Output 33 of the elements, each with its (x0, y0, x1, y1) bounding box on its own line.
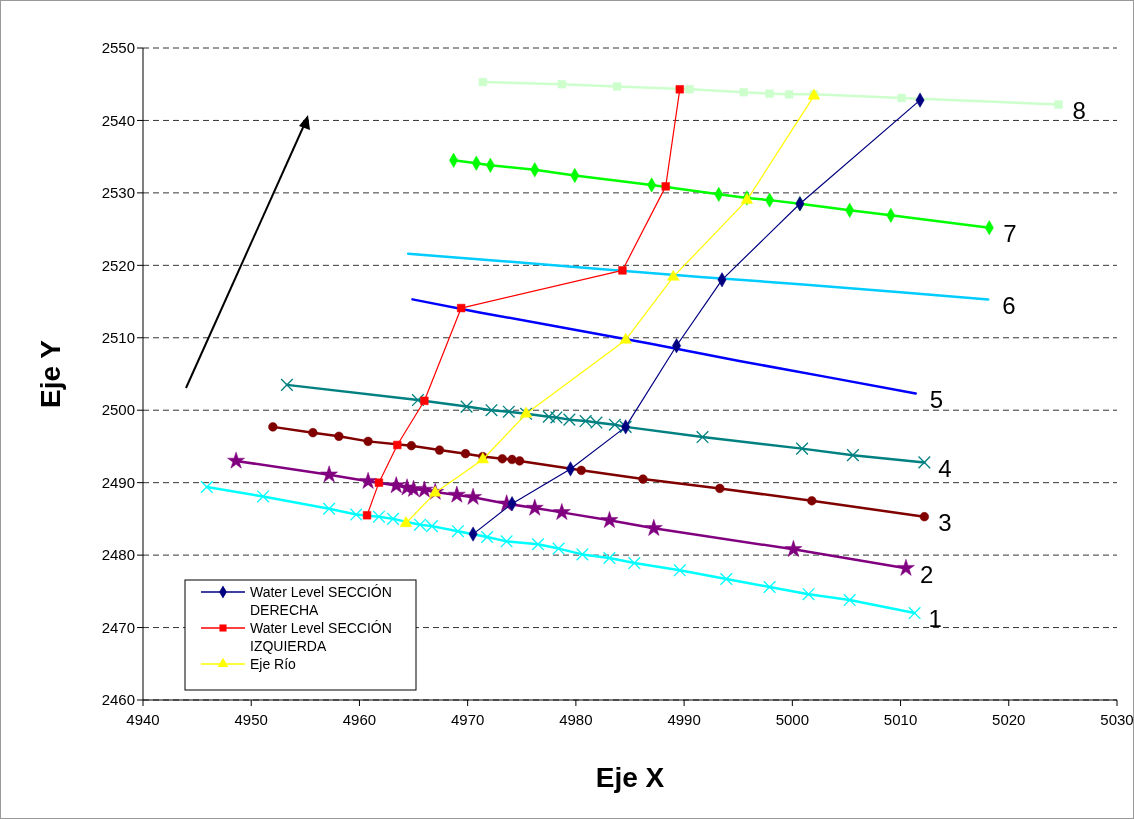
y-tick-label: 2500 (101, 401, 135, 419)
series-label: 2 (919, 560, 934, 588)
series-label: 8 (1072, 96, 1086, 124)
x-tick-label: 5010 (883, 711, 918, 728)
series-label: 4 (938, 454, 952, 482)
x-tick-label: 5000 (775, 711, 810, 728)
y-tick-label: 2540 (101, 111, 135, 129)
x-tick-label: 4980 (559, 711, 593, 728)
legend-label: Water Level SECCIÓN IZQUIERDA (250, 619, 392, 654)
x-axis-title: Eje X (595, 762, 665, 793)
y-tick-label: 2470 (101, 618, 135, 636)
y-tick-label: 2520 (101, 256, 135, 274)
x-tick-label: 5020 (992, 711, 1026, 728)
y-tick-label: 2550 (101, 39, 135, 57)
x-tick-label: 4990 (667, 711, 701, 728)
x-tick-label: 4960 (342, 711, 377, 728)
legend-label: Water Level SECCIÓN DERECHA (250, 583, 392, 618)
series-label: 5 (929, 385, 944, 413)
y-tick-label: 2490 (101, 473, 135, 491)
y-tick-label: 2460 (101, 691, 135, 709)
series-label: 7 (1003, 220, 1017, 248)
series-label: 1 (928, 605, 942, 633)
y-tick-label: 2530 (101, 184, 135, 202)
y-tick-label: 2480 (101, 546, 135, 564)
y-axis-title: Eje Y (35, 339, 66, 408)
series-label: 6 (1002, 291, 1016, 319)
legend-label: Eje Río (250, 655, 297, 672)
x-tick-label: 4940 (126, 711, 160, 728)
series-label: 3 (938, 509, 952, 537)
y-tick-label: 2510 (101, 329, 135, 347)
x-tick-label: 4970 (450, 711, 485, 728)
x-tick-label: 5030 (1100, 711, 1134, 728)
x-tick-label: 4950 (234, 711, 268, 728)
